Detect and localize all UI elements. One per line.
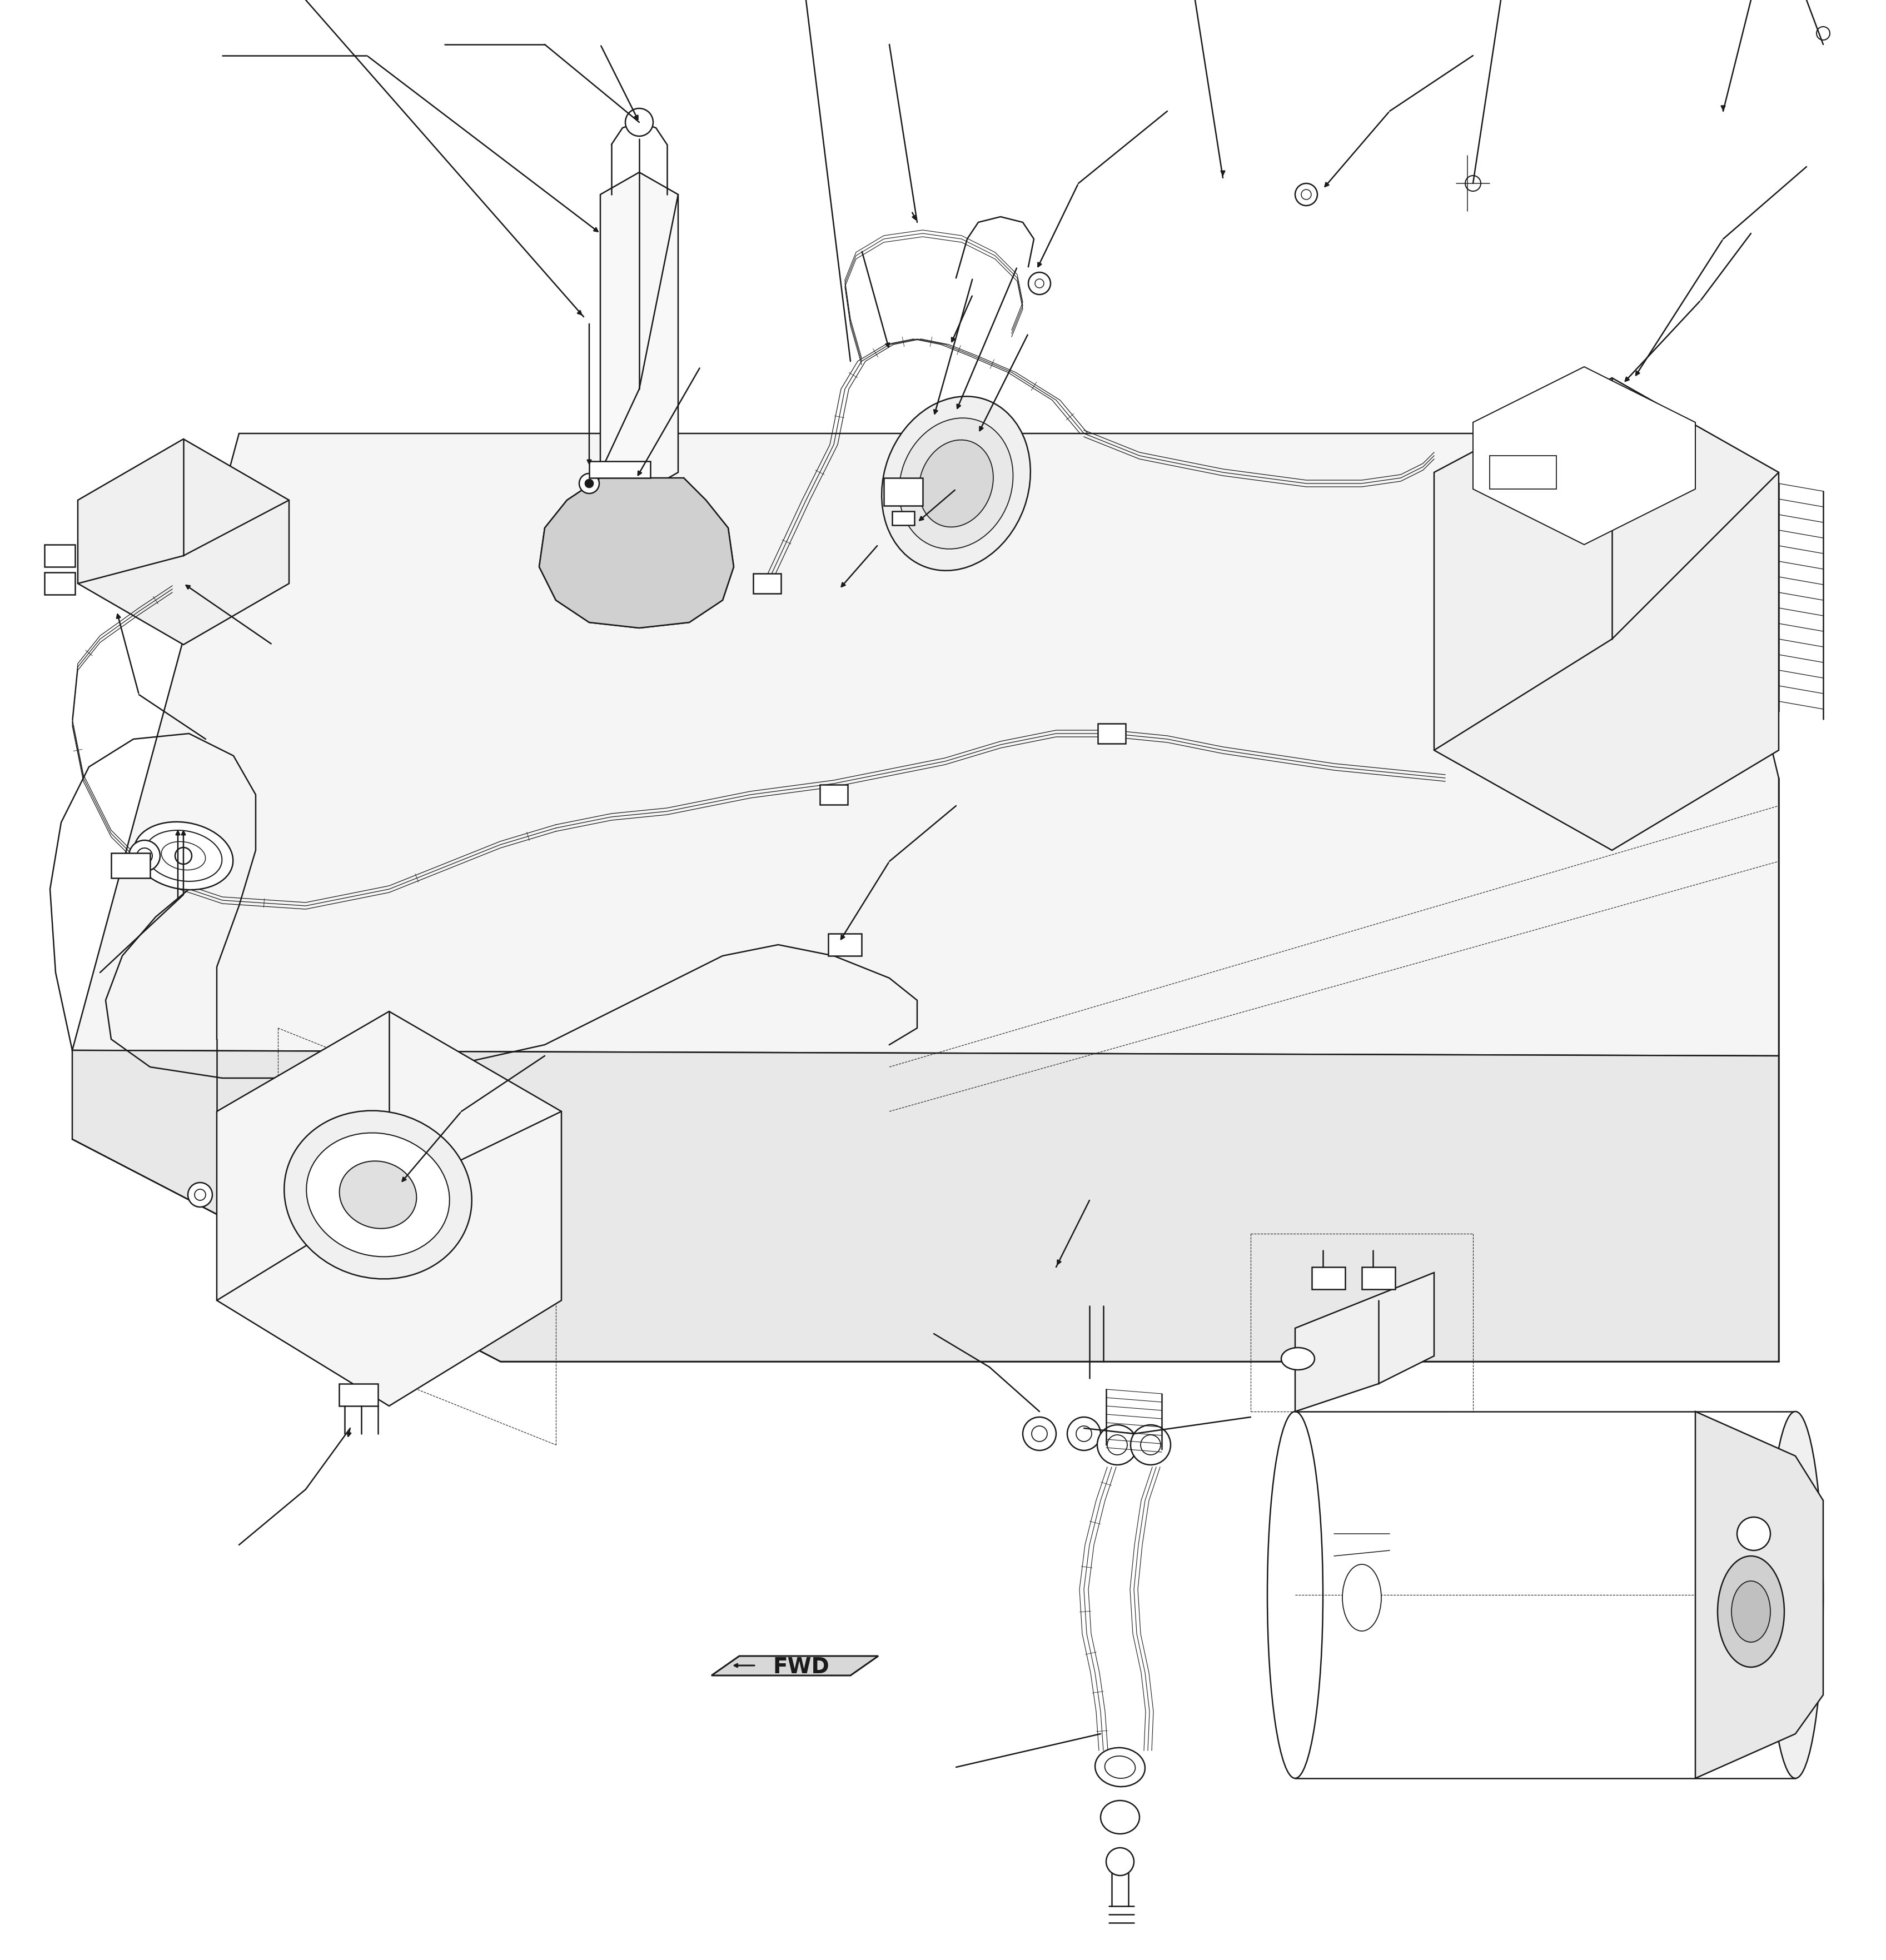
Circle shape [1465, 176, 1481, 192]
Bar [1490, 455, 1556, 490]
Text: FWD: FWD [773, 1656, 830, 1678]
Circle shape [194, 1190, 206, 1200]
Bar [828, 933, 862, 956]
Ellipse shape [162, 841, 206, 870]
Ellipse shape [1343, 1564, 1381, 1631]
Circle shape [1028, 272, 1051, 294]
Circle shape [1032, 1427, 1047, 1441]
Polygon shape [1433, 378, 1778, 851]
Ellipse shape [1731, 1582, 1771, 1642]
Ellipse shape [339, 1160, 417, 1229]
Circle shape [1301, 190, 1311, 200]
Bar [45, 545, 75, 566]
Ellipse shape [1105, 1756, 1135, 1778]
Ellipse shape [145, 831, 223, 882]
Circle shape [1107, 1435, 1128, 1454]
Bar [892, 512, 915, 525]
Circle shape [1098, 1425, 1137, 1464]
Bar [339, 1384, 377, 1405]
Circle shape [1737, 1517, 1771, 1550]
Ellipse shape [1267, 1411, 1322, 1778]
Bar [45, 572, 75, 594]
Circle shape [1816, 27, 1829, 39]
Polygon shape [217, 1011, 562, 1405]
Circle shape [579, 474, 600, 494]
Polygon shape [72, 433, 1778, 1056]
Circle shape [1141, 1435, 1160, 1454]
Circle shape [1022, 1417, 1056, 1450]
Circle shape [1035, 278, 1043, 288]
Circle shape [626, 108, 653, 135]
Polygon shape [1296, 1272, 1433, 1411]
Circle shape [138, 849, 153, 864]
Ellipse shape [918, 439, 994, 527]
Ellipse shape [1718, 1556, 1784, 1668]
Circle shape [128, 841, 160, 872]
Circle shape [189, 1182, 213, 1207]
Polygon shape [600, 172, 679, 494]
Ellipse shape [900, 417, 1013, 549]
Ellipse shape [134, 821, 234, 890]
Bar [111, 853, 151, 878]
Polygon shape [72, 1051, 1778, 1362]
Bar [820, 784, 847, 806]
Polygon shape [711, 1656, 879, 1676]
Polygon shape [77, 439, 289, 645]
Circle shape [585, 478, 594, 488]
Polygon shape [1473, 367, 1696, 545]
Ellipse shape [1096, 1748, 1145, 1788]
Bar [1313, 1266, 1345, 1290]
Ellipse shape [881, 396, 1030, 570]
Bar [753, 574, 781, 594]
Bar [1098, 723, 1126, 743]
Circle shape [1296, 184, 1316, 206]
Circle shape [1077, 1427, 1092, 1441]
Bar [885, 478, 922, 506]
Ellipse shape [1101, 1801, 1139, 1835]
Ellipse shape [306, 1133, 449, 1256]
Ellipse shape [1281, 1348, 1315, 1370]
Polygon shape [1696, 1411, 1824, 1778]
Circle shape [1107, 1848, 1133, 1876]
Bar [588, 461, 651, 478]
Polygon shape [539, 478, 734, 627]
Ellipse shape [285, 1111, 472, 1280]
Bar [1362, 1266, 1396, 1290]
Circle shape [175, 847, 192, 864]
Ellipse shape [1767, 1411, 1824, 1778]
Circle shape [1130, 1425, 1171, 1464]
Circle shape [1067, 1417, 1101, 1450]
